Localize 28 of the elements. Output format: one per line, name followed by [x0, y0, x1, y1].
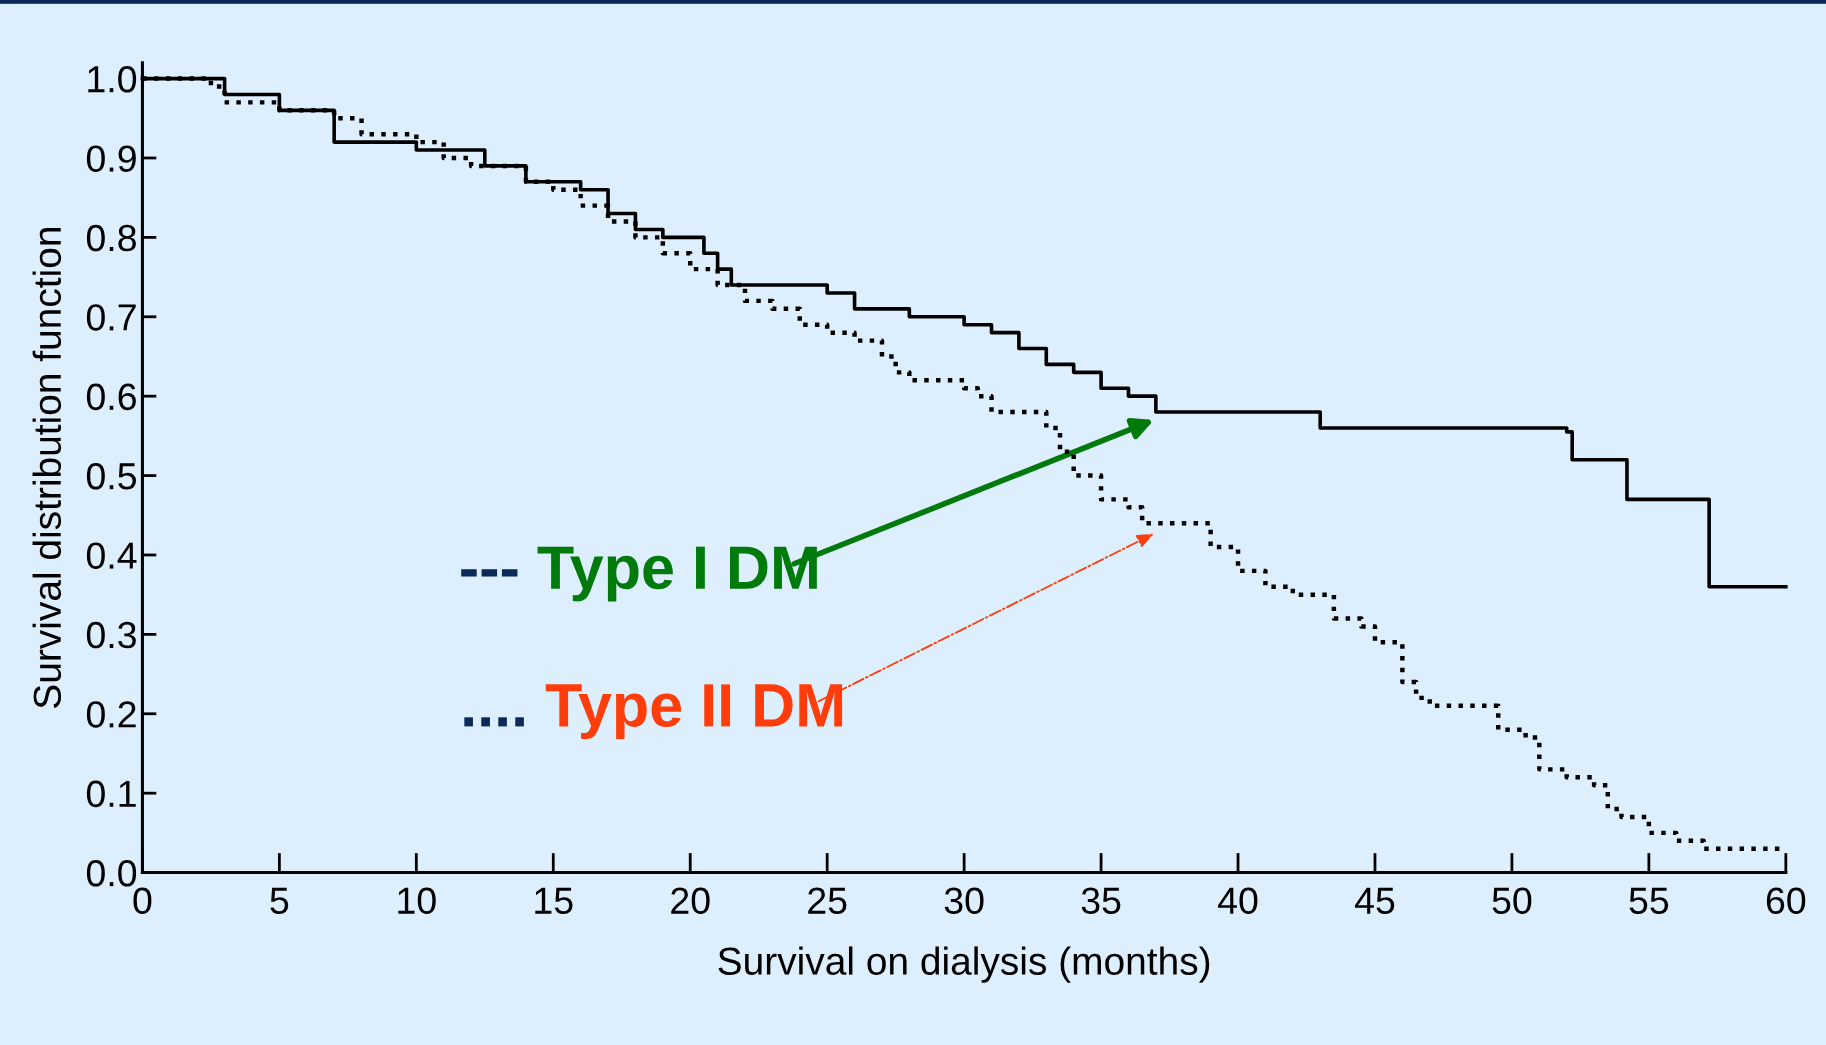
y-tick-label: 0.6 — [86, 383, 136, 411]
y-tick-label: 0.3 — [86, 621, 136, 649]
x-tick-label: 25 — [808, 887, 847, 915]
x-tick-label: 45 — [1354, 887, 1395, 915]
x-tick-label: 5 — [270, 887, 289, 915]
x-tick-label: 30 — [944, 887, 984, 915]
y-tick-label: 0.5 — [86, 462, 136, 490]
x-tick-label: 0 — [133, 887, 152, 915]
y-axis-title: Survival distribution function — [32, 228, 62, 708]
y-tick-label: 0.0 — [86, 859, 137, 887]
y-tick-label: 0.8 — [86, 224, 136, 252]
x-tick-label: 55 — [1629, 887, 1669, 915]
x-tick-label: 35 — [1081, 887, 1121, 915]
x-tick-label: 10 — [398, 887, 436, 915]
x-axis-title: Survival on dialysis (months) — [718, 946, 1210, 983]
y-tick-label: 0.2 — [86, 701, 136, 728]
y-tick-label: 0.1 — [86, 780, 136, 808]
annotation: .... Type II DM — [464, 684, 843, 740]
annotation: --- Type I DM — [461, 546, 817, 602]
x-tick-label: 20 — [671, 887, 710, 915]
x-tick-label: 15 — [535, 887, 573, 915]
y-tick-label: 0.9 — [86, 145, 136, 172]
x-tick-label: 40 — [1218, 887, 1258, 915]
x-tick-label: 50 — [1492, 887, 1532, 915]
y-tick-label: 0.7 — [86, 304, 136, 331]
x-tick-label: 60 — [1766, 887, 1806, 915]
y-tick-label: 1.0 — [88, 65, 137, 93]
y-tick-label: 0.4 — [86, 542, 137, 569]
